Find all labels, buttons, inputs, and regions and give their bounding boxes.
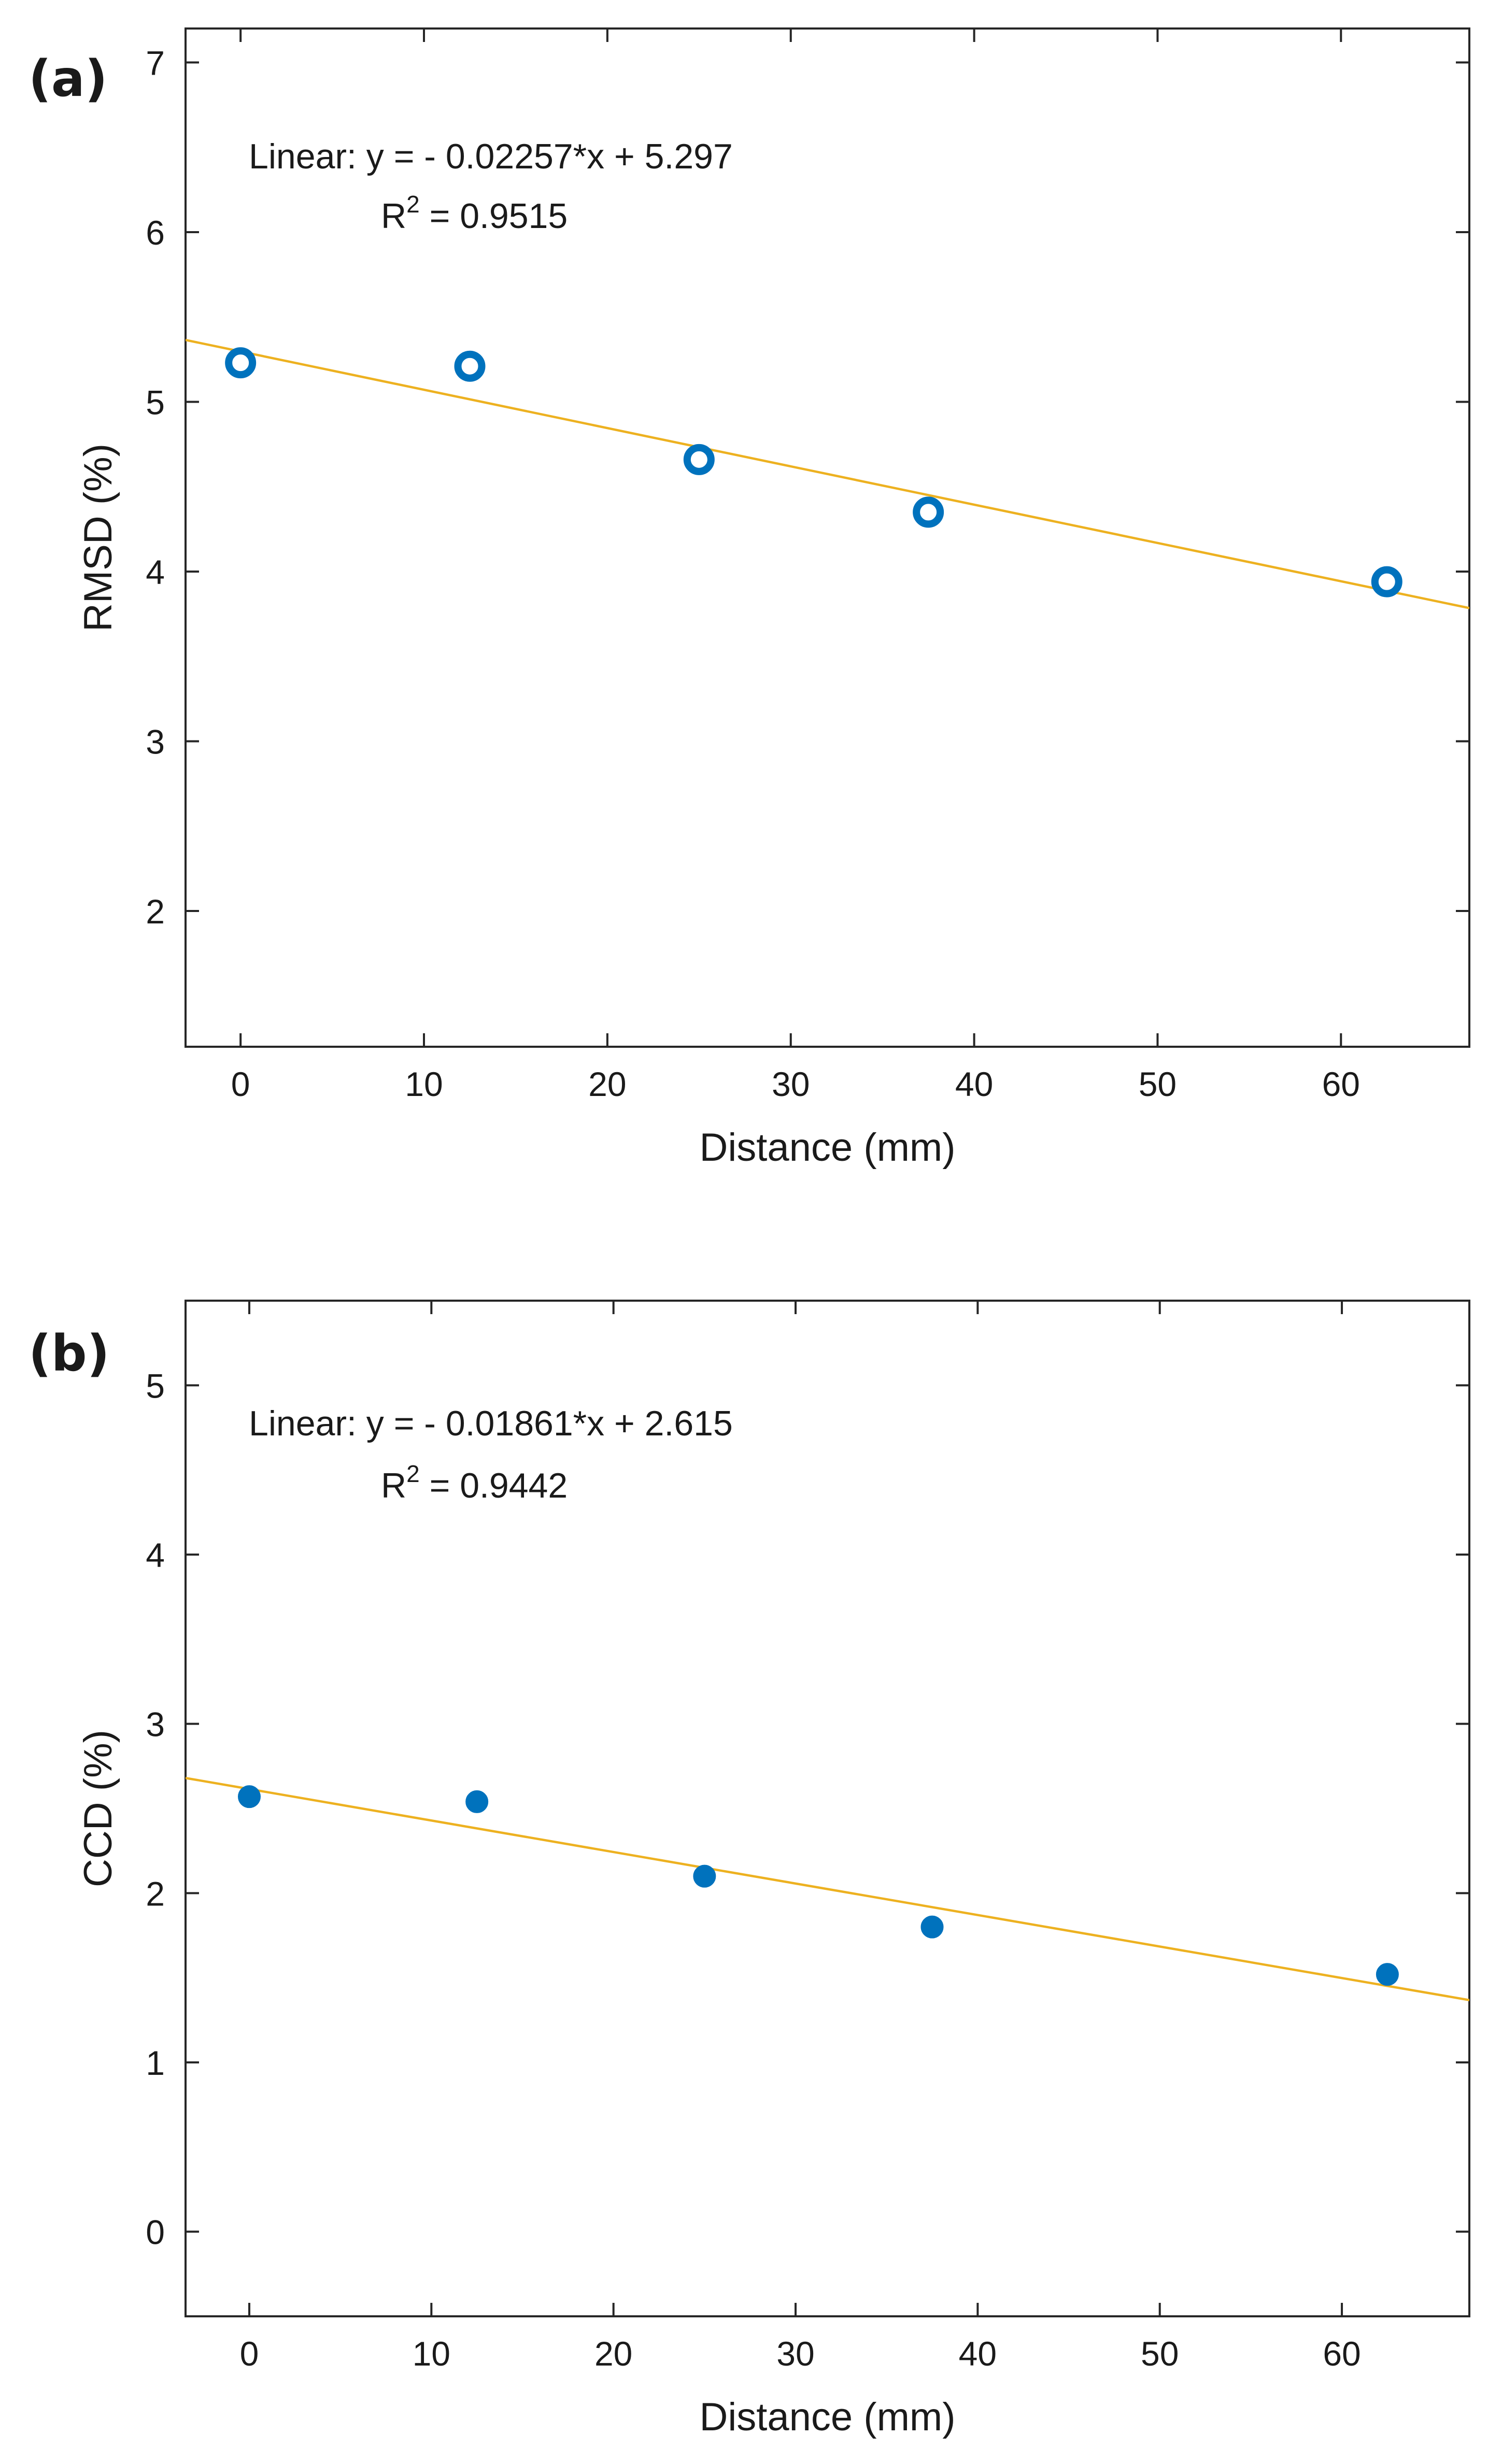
y-tick-label: 2 — [146, 1874, 165, 1913]
y-axis-label: RMSD (%) — [76, 444, 120, 632]
y-tick-label: 0 — [146, 2213, 165, 2252]
r-squared-value: = 0.9515 — [420, 196, 568, 236]
y-tick-label: 5 — [146, 1366, 165, 1405]
data-point — [1371, 566, 1402, 597]
r-squared-symbol: R — [381, 196, 406, 236]
data-point — [454, 350, 486, 382]
r-squared-symbol: R — [381, 1466, 406, 1505]
y-tick-label: 3 — [146, 1705, 165, 1744]
data-point — [683, 444, 715, 475]
y-tick-label: 7 — [146, 44, 165, 82]
x-tick-label: 30 — [772, 1065, 810, 1103]
axes-box — [185, 1300, 1470, 2317]
fit-line — [186, 1776, 1469, 2001]
data-point — [913, 496, 944, 528]
r-squared-exponent: 2 — [406, 191, 420, 218]
x-tick-label: 10 — [405, 1065, 443, 1103]
x-tick-label: 0 — [231, 1065, 250, 1103]
r-squared: R2 = 0.9442 — [381, 1460, 568, 1505]
x-tick-label: 10 — [413, 2334, 450, 2373]
data-point — [225, 347, 257, 379]
x-tick-label: 50 — [1139, 1065, 1177, 1103]
y-tick-label: 4 — [146, 1536, 165, 1574]
fit-line — [186, 338, 1469, 609]
x-axis-label: Distance (mm) — [699, 1126, 955, 1170]
x-tick-label: 50 — [1141, 2334, 1179, 2373]
data-point — [465, 1790, 489, 1813]
data-point — [693, 1864, 716, 1888]
r-squared: R2 = 0.9515 — [381, 191, 568, 236]
r-squared-value: = 0.9442 — [420, 1466, 568, 1505]
chart-ccd: 0 10 20 30 40 50 60 0 1 2 3 4 5 Distance (mm) CCD (%) (… — [29, 1300, 1470, 2439]
data-point — [1376, 1963, 1399, 1986]
fit-equation: Linear: y = - 0.01861*x + 2.615 — [249, 1404, 733, 1443]
panel-label: (b) — [29, 1324, 109, 1383]
y-tick-label: 2 — [146, 892, 165, 931]
y-tick-label: 4 — [146, 553, 165, 591]
y-tick-label: 6 — [146, 213, 165, 252]
panel-label: (a) — [29, 50, 108, 108]
x-axis-label: Distance (mm) — [699, 2395, 955, 2439]
x-tick-label: 30 — [776, 2334, 814, 2373]
x-tick-label: 40 — [959, 2334, 997, 2373]
r-squared-exponent: 2 — [406, 1460, 420, 1487]
y-tick-label: 5 — [146, 383, 165, 422]
axes-box — [185, 27, 1470, 1048]
x-tick-label: 60 — [1322, 1065, 1360, 1103]
chart-rmsd: 0 10 20 30 40 50 60 2 3 4 5 6 7 Distance (mm) RMSD (%)… — [29, 27, 1470, 1170]
x-tick-label: 0 — [240, 2334, 259, 2373]
x-tick-label: 20 — [594, 2334, 632, 2373]
x-tick-label: 60 — [1323, 2334, 1361, 2373]
data-point — [920, 1915, 944, 1939]
y-tick-label: 3 — [146, 723, 165, 761]
fit-equation: Linear: y = - 0.02257*x + 5.297 — [249, 137, 733, 176]
data-point — [237, 1785, 261, 1808]
y-tick-label: 1 — [146, 2044, 165, 2082]
y-axis-label: CCD (%) — [76, 1730, 120, 1887]
x-tick-label: 20 — [588, 1065, 626, 1103]
x-tick-label: 40 — [955, 1065, 993, 1103]
